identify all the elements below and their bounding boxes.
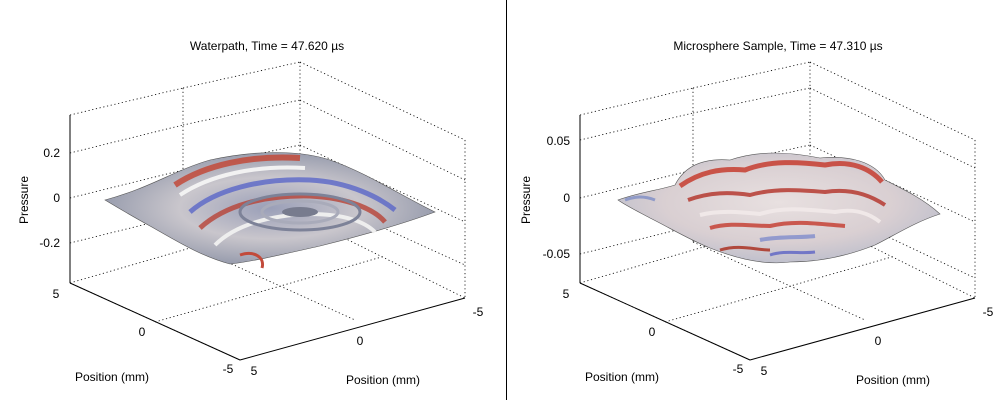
x-tick-label: -5 xyxy=(983,305,994,319)
chart-title: Waterpath, Time = 47.620 µs xyxy=(190,39,344,53)
x-tick-label: 5 xyxy=(761,364,768,378)
chart-title: Microsphere Sample, Time = 47.310 µs xyxy=(673,39,882,53)
y-tick-label: 0 xyxy=(139,325,146,339)
y-tick-label: -5 xyxy=(733,362,744,376)
z-tick-label: 0 xyxy=(563,191,570,205)
x-axis-label: Position (mm) xyxy=(856,373,930,387)
y-tick-label: 5 xyxy=(53,287,60,301)
y-axis-label: Position (mm) xyxy=(75,370,149,384)
z-tick-label: 0 xyxy=(53,191,60,205)
y-axis-label: Position (mm) xyxy=(585,370,659,384)
y-tick-label: 5 xyxy=(563,287,570,301)
chart-waterpath: Waterpath, Time = 47.620 µs xyxy=(17,39,484,387)
pressure-surface xyxy=(104,152,436,269)
z-tick-label: -0.05 xyxy=(543,247,571,261)
x-tick-label: 5 xyxy=(251,364,258,378)
z-tick-label: -0.2 xyxy=(39,236,60,250)
z-tick-label: 0.05 xyxy=(547,134,571,148)
z-tick-label: 0.2 xyxy=(43,146,60,160)
x-tick-label: 0 xyxy=(875,334,882,348)
chart-microsphere: Microsphere Sample, Time = 47.310 µs xyxy=(519,39,994,387)
x-tick-label: -5 xyxy=(473,305,484,319)
y-tick-label: 0 xyxy=(649,325,656,339)
z-axis-label: Pressure xyxy=(519,176,533,224)
x-axis-line xyxy=(239,297,466,361)
x-axis-label: Position (mm) xyxy=(346,373,420,387)
y-axis-line xyxy=(579,282,751,361)
z-axis-label: Pressure xyxy=(17,176,31,224)
x-axis-line xyxy=(749,297,976,361)
x-tick-label: 0 xyxy=(357,334,364,348)
y-axis-line xyxy=(69,282,241,361)
y-tick-label: -5 xyxy=(223,362,234,376)
pressure-surface xyxy=(617,152,941,264)
